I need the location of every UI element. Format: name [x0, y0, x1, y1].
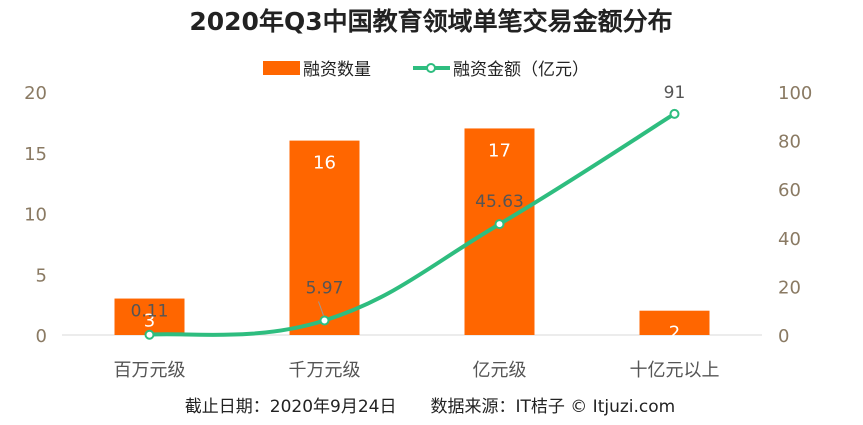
- legend-label-bar: 融资数量: [303, 60, 371, 80]
- line-data-label: 0.11: [131, 302, 169, 322]
- chart-title: 2020年Q3中国教育领域单笔交易金额分布: [189, 7, 672, 36]
- label-leader-line: [318, 301, 324, 316]
- legend-swatch-bar: [263, 61, 300, 75]
- x-axis-tick-label: 十亿元以上: [630, 360, 720, 381]
- right-axis-tick-label: 0: [778, 326, 789, 347]
- x-axis-tick-label: 百万元级: [114, 360, 186, 381]
- right-axis-tick-label: 40: [778, 229, 801, 250]
- line-data-label: 91: [664, 83, 686, 103]
- line-data-label: 45.63: [475, 192, 524, 212]
- right-axis-tick-label: 80: [778, 132, 801, 153]
- right-axis-tick-label: 100: [778, 83, 812, 104]
- x-axis-tick-label: 千万元级: [289, 360, 361, 381]
- right-axis-tick-label: 60: [778, 180, 801, 201]
- left-axis-tick-label: 15: [24, 144, 47, 165]
- bar-data-label: 16: [313, 153, 336, 174]
- line-point: [669, 108, 680, 119]
- left-axis-tick-label: 20: [24, 83, 47, 104]
- left-axis-tick-label: 10: [24, 205, 47, 226]
- x-axis-tick-label: 亿元级: [473, 360, 527, 381]
- bar: [114, 298, 185, 335]
- bar: [639, 310, 710, 335]
- bar: [464, 128, 535, 335]
- bar: [289, 140, 360, 335]
- line-series: [149, 112, 676, 337]
- bar-data-label: 2: [669, 323, 680, 344]
- left-axis-tick-label: 0: [36, 326, 47, 347]
- line-point: [319, 315, 330, 326]
- bar-data-label: 3: [144, 311, 155, 332]
- line-data-label: 5.97: [306, 278, 344, 298]
- plot-area: 0 5 10 15 20 0 20 40 60 80 100 百万元级 千万元级 亿元级 十亿元以上 3 16 1…: [24, 83, 812, 381]
- line-point: [494, 219, 505, 230]
- bar-data-label: 17: [488, 140, 511, 161]
- left-axis-tick-label: 5: [36, 265, 47, 286]
- footer-note: 截止日期：2020年9月24日 数据来源：IT桔子 © Itjuzi.com: [185, 397, 675, 417]
- legend-swatch-marker: [426, 63, 436, 73]
- legend-label-line: 融资金额（亿元）: [453, 60, 589, 80]
- right-axis-tick-label: 20: [778, 277, 801, 298]
- line-point: [144, 329, 155, 340]
